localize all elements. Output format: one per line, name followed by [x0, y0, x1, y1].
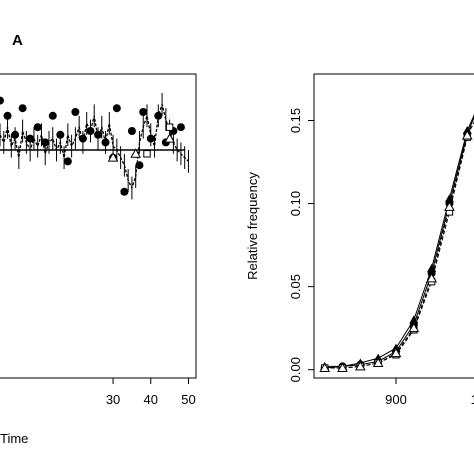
- panel-b-point: [409, 315, 419, 324]
- panel-a-point: [112, 104, 121, 113]
- panel-a-point: [135, 161, 144, 170]
- panel-a-point: [130, 148, 142, 158]
- panel-a-point: [48, 111, 57, 120]
- panel-a-point: [56, 130, 65, 139]
- panel-b-point: [390, 347, 402, 358]
- panel-b: 0.00 0.05 0.10 0.15 900 1000 Relative frequen…: [245, 73, 474, 407]
- panel-b-x-tick-label: 900: [385, 392, 407, 407]
- panel-b-x-tick-label: 1000: [471, 392, 474, 407]
- panel-a-point: [41, 138, 50, 147]
- panel-a-point: [101, 138, 110, 147]
- panel-a: A 30 40 50 Time: [0, 32, 197, 446]
- panel-a-point: [3, 111, 12, 120]
- panel-a-point: [78, 134, 87, 143]
- panel-a-point: [127, 127, 136, 135]
- panel-b-point: [337, 362, 348, 373]
- panel-a-x-axis: 30 40 50: [106, 378, 196, 407]
- panel-b-series-line: [324, 121, 474, 369]
- panel-b-series-line: [324, 114, 474, 369]
- panel-a-x-axis-title: Time: [0, 431, 28, 446]
- panel-b-point: [354, 360, 366, 371]
- panel-b-series-line: [324, 114, 474, 367]
- panel-b-marks: [319, 114, 474, 373]
- panel-a-point: [176, 123, 185, 132]
- panel-a-point: [11, 130, 20, 139]
- panel-a-point: [86, 127, 95, 135]
- panel-a-point: [139, 108, 148, 116]
- panel-a-point: [164, 133, 175, 143]
- panel-a-point: [33, 123, 42, 132]
- panel-a-point: [165, 123, 174, 131]
- panel-b-point: [461, 129, 473, 140]
- panel-a-point: [107, 152, 119, 162]
- panel-a-point: [71, 108, 80, 116]
- panel-a-frame: [0, 73, 197, 379]
- panel-a-point: [94, 130, 102, 139]
- panel-a-point: [26, 134, 35, 143]
- panel-a-point: [0, 96, 4, 105]
- panel-b-point: [319, 362, 331, 373]
- panel-b-point: [408, 322, 420, 333]
- panel-b-series-line: [324, 116, 474, 369]
- panel-b-point: [427, 263, 437, 272]
- panel-a-x-tick-label: 40: [144, 392, 158, 407]
- panel-a-marks: [0, 93, 189, 200]
- panel-b-y-tick-label: 0.00: [288, 357, 303, 382]
- panel-b-point: [372, 357, 384, 368]
- panel-a-point: [146, 134, 155, 143]
- panel-a-x-tick-label: 30: [106, 392, 120, 407]
- panel-a-point: [120, 187, 129, 196]
- panel-b-point: [444, 194, 454, 203]
- panel-a-letter: A: [12, 32, 23, 49]
- panel-b-frame: [313, 73, 474, 379]
- panel-a-point: [143, 150, 151, 158]
- panel-a-x-tick-label: 50: [181, 392, 195, 407]
- panel-b-point: [426, 272, 437, 283]
- panel-a-point: [63, 157, 72, 166]
- panel-b-y-tick-label: 0.05: [288, 274, 303, 299]
- panel-b-y-tick-label: 0.10: [288, 191, 303, 216]
- panel-b-y-tick-label: 0.15: [288, 108, 303, 133]
- panel-b-y-axis-title: Relative frequency: [245, 172, 260, 280]
- panel-a-point: [154, 111, 163, 120]
- panel-b-point: [444, 201, 455, 211]
- panel-a-point: [18, 104, 27, 113]
- panel-b-axes: 0.00 0.05 0.10 0.15 900 1000: [288, 108, 474, 407]
